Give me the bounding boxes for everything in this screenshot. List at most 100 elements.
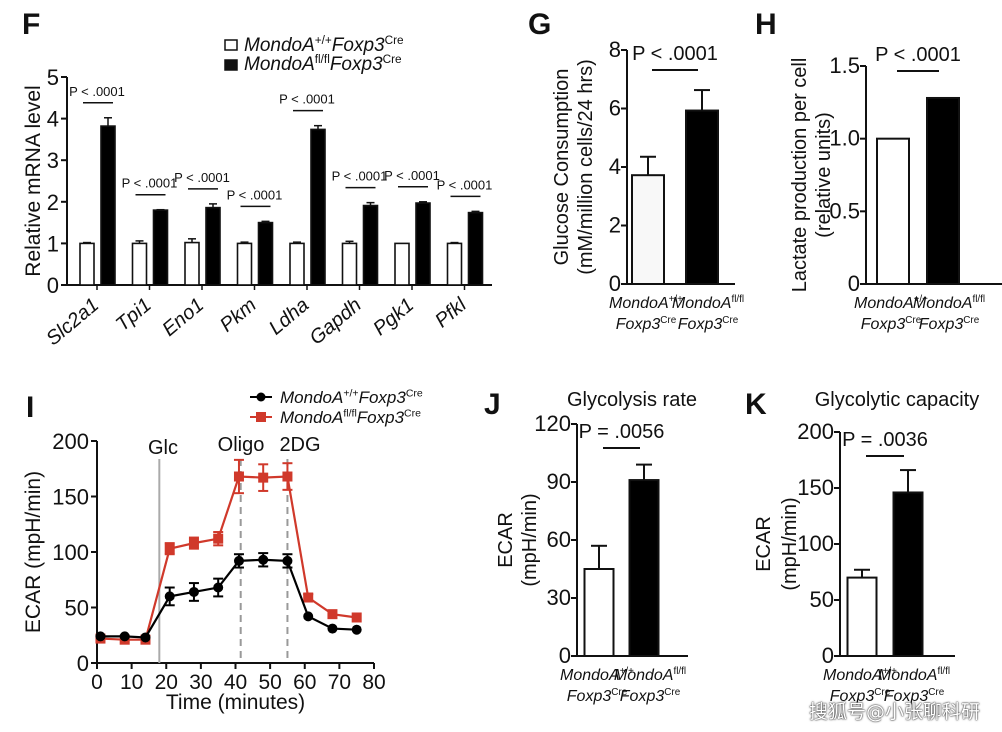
panel-f-ytick-label: 1 (47, 231, 59, 256)
panel-i-point-ko (351, 612, 362, 623)
panel-f-bar-wt (236, 242, 253, 286)
panel-f-bar-ko (415, 202, 431, 286)
panel-k-ytick-label: 0 (822, 643, 834, 668)
panel-i-point-ko (327, 609, 338, 620)
panel-i-point-wt (233, 555, 244, 566)
panel-g-xlabel-ko-line1: MondoAfl/fl​ (672, 294, 744, 312)
panel-i-xtick-label: 20 (155, 671, 178, 694)
panel-i-point-ko (164, 543, 175, 554)
panel-i-point-wt (258, 554, 269, 565)
panel-g-xlabel-wt-line2: Foxp3Cre​ (616, 315, 677, 333)
panel-i-point-wt (282, 555, 293, 566)
panel-k-xlabel-ko-line2: Foxp3Cre​ (884, 687, 945, 705)
panel-g-p-value: P < .0001 (632, 43, 718, 65)
label-part: MondoA (609, 295, 669, 312)
panel-g-ytick-label: 4 (609, 154, 621, 179)
panel-f-bar-ko (467, 211, 484, 286)
panel-f-bar-wt (131, 242, 148, 286)
panel-k-ytick-label: 150 (797, 475, 834, 500)
panel-label-k: K (745, 388, 767, 421)
superscript: fl/fl (315, 53, 330, 66)
label-part: MondoA (280, 388, 343, 407)
panel-label-j: J (484, 388, 501, 421)
panel-f-ylabel: Relative mRNA level (22, 85, 45, 276)
panel-h-xlabel-ko-line1: MondoAfl/fl​ (913, 294, 985, 312)
panel-label-g: G (528, 8, 551, 41)
label-part: Foxp3 (359, 388, 407, 407)
panel-f-bar-wt (341, 242, 358, 286)
panel-h-ylabel2: (relative units) (813, 112, 835, 238)
label-part: Foxp3 (332, 35, 385, 56)
legend-wt-swatch (224, 39, 238, 51)
panel-i-point-ko (233, 471, 244, 482)
panel-f-bar-wt (289, 242, 305, 286)
panel-k-ylabel2: (mpH/min) (779, 497, 801, 590)
label-part: Foxp3 (861, 316, 906, 333)
panel-f-ytick-label: 3 (47, 148, 59, 173)
superscript: Cre (722, 315, 738, 326)
panel-f-p-value: P < .0001 (122, 176, 178, 191)
panel-f-p-value: P < .0001 (279, 92, 335, 107)
label-part: MondoA (614, 667, 674, 684)
panel-j-ytick-label: 90 (547, 469, 571, 494)
panel-f-ytick-label: 5 (47, 65, 59, 90)
label-part: MondoA (280, 408, 343, 427)
panel-i-vline-label: Oligo (218, 434, 265, 456)
panel-i-point-ko (188, 538, 199, 549)
superscript: +/+ (914, 294, 929, 305)
panel-k-xlabel-wt-line2: Foxp3Cre​ (830, 687, 891, 705)
panel-f-xtick-label: Pgk1 (369, 294, 418, 340)
superscript: Cre (664, 687, 680, 698)
panel-f-xtick-label: Tpi1 (112, 294, 156, 336)
panel-h-bar-wt (876, 137, 910, 285)
panel-i-xtick-label: 10 (120, 671, 143, 694)
label-part: MondoA (878, 667, 938, 684)
panel-f-ytick-label: 2 (47, 190, 59, 215)
panel-k-bar-wt (846, 576, 878, 657)
panel-i-xlabel: Time (minutes) (166, 691, 305, 714)
label-part: Foxp3 (884, 688, 929, 705)
panel-i-point-ko (303, 592, 314, 603)
panel-i-vline-label: Glc (148, 437, 178, 459)
panel-g-ylabel: Glucose Consumption (551, 69, 573, 266)
label-part: MondoA (244, 54, 315, 75)
panel-f-xtick-label: Eno1 (158, 294, 208, 341)
panel-i-point-ko (282, 471, 293, 482)
panel-i-xtick-label: 70 (328, 671, 351, 694)
superscript: Cre (611, 687, 627, 698)
panel-i-ytick-label: 150 (52, 485, 89, 510)
legend-i-wt-label: MondoA+/+​Foxp3Cre​ (280, 388, 423, 407)
panel-f-bar-ko (310, 128, 326, 286)
panel-h-bar-ko (926, 96, 960, 286)
superscript: fl/fl (972, 294, 985, 305)
panel-label-h: H (755, 8, 777, 41)
superscript: Cre (404, 408, 421, 420)
panel-f-xtick-label: Pfkl (431, 294, 471, 333)
panel-h-p-value: P < .0001 (875, 44, 961, 66)
superscript: fl/fl (731, 294, 744, 305)
panel-i-point-wt (188, 586, 199, 597)
panel-i-ytick-label: 200 (52, 429, 89, 454)
panel-j-title: Glycolysis rate (567, 389, 697, 411)
panel-g-ytick-label: 8 (609, 37, 621, 62)
superscript: fl/fl (937, 666, 950, 677)
panel-i-point-ko (258, 472, 269, 483)
panel-f-xtick-label: Slc2a1 (42, 294, 103, 350)
panel-j-ytick-label: 0 (559, 643, 571, 668)
panel-f-p-value: P < .0001 (332, 169, 388, 184)
panel-f-p-value: P < .0001 (437, 177, 493, 192)
panel-h-ytick-label: 1.5 (829, 53, 860, 78)
legend-i-wt-marker (256, 392, 266, 402)
label-part: MondoA (560, 667, 620, 684)
panel-k-p-value: P = .0036 (842, 429, 928, 451)
panel-g-bar-wt (631, 174, 665, 285)
panel-j-ytick-label: 60 (547, 527, 571, 552)
panel-g-xlabel-wt-line1: MondoA+/+​ (609, 294, 683, 312)
panel-i-xtick-label: 60 (293, 671, 316, 694)
panel-i-point-wt (119, 631, 130, 642)
panel-label-f: F (22, 8, 40, 41)
label-part: Foxp3 (330, 54, 383, 75)
panel-k-title: Glycolytic capacity (815, 389, 980, 411)
panel-j-bar-wt (583, 568, 615, 657)
panel-h-xlabel-wt-line1: MondoA+/+​ (854, 294, 928, 312)
